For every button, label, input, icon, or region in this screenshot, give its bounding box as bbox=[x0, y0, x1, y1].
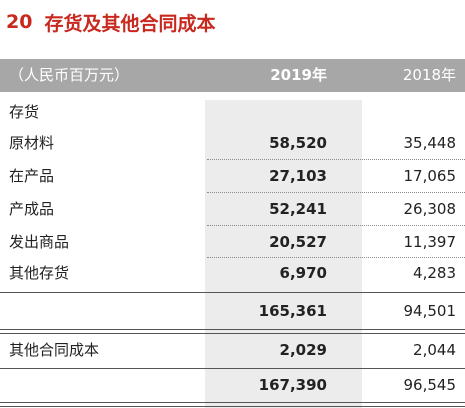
total-row: 167,390 96,545 bbox=[0, 370, 465, 400]
row-label: 发出商品 bbox=[9, 233, 70, 251]
value-2019: 20,527 bbox=[269, 233, 327, 251]
section-label-row: 存货 bbox=[0, 97, 465, 127]
table-row: 原材料 58,520 35,448 bbox=[0, 128, 465, 158]
table-row: 产成品 52,241 26,308 bbox=[0, 194, 465, 224]
row-divider bbox=[207, 159, 465, 160]
total-rule bbox=[0, 368, 465, 369]
unit-label: （人民币百万元） bbox=[9, 66, 130, 84]
value-2019: 6,970 bbox=[279, 264, 327, 282]
row-divider bbox=[207, 192, 465, 193]
subtotal-rule bbox=[0, 292, 465, 293]
header-2018: 2018年 bbox=[402, 66, 456, 84]
table-row: 在产品 27,103 17,065 bbox=[0, 161, 465, 191]
value-2019: 2,029 bbox=[279, 341, 327, 359]
table-header: （人民币百万元） 2019年 2018年 bbox=[0, 59, 465, 92]
other-contract-cost-row: 其他合同成本 2,029 2,044 bbox=[0, 335, 465, 365]
section-label: 存货 bbox=[9, 103, 40, 121]
bottom-double-rule bbox=[0, 402, 465, 407]
table-row: 其他存货 6,970 4,283 bbox=[0, 258, 465, 288]
value-2019: 52,241 bbox=[269, 200, 327, 218]
table-row: 发出商品 20,527 11,397 bbox=[0, 227, 465, 257]
section-number: 20 bbox=[6, 11, 33, 33]
subtotal-2019: 165,361 bbox=[258, 302, 327, 320]
value-2018: 11,397 bbox=[403, 233, 457, 251]
row-label: 其他合同成本 bbox=[9, 341, 100, 359]
total-2018: 96,545 bbox=[403, 376, 457, 394]
row-label: 其他存货 bbox=[9, 264, 70, 282]
row-label: 在产品 bbox=[9, 167, 55, 185]
page-title: 20 存货及其他合同成本 bbox=[6, 6, 215, 38]
row-divider bbox=[207, 225, 465, 226]
column-2019-highlight bbox=[205, 100, 362, 408]
section-title: 存货及其他合同成本 bbox=[44, 12, 216, 35]
row-label: 原材料 bbox=[9, 134, 55, 152]
row-divider bbox=[207, 257, 465, 258]
double-rule bbox=[0, 329, 465, 334]
value-2018: 17,065 bbox=[403, 167, 457, 185]
value-2018: 26,308 bbox=[403, 200, 457, 218]
value-2018: 2,044 bbox=[413, 341, 456, 359]
value-2019: 58,520 bbox=[269, 134, 327, 152]
value-2018: 4,283 bbox=[413, 264, 456, 282]
subtotal-row: 165,361 94,501 bbox=[0, 296, 465, 326]
header-2019: 2019年 bbox=[270, 66, 327, 84]
subtotal-2018: 94,501 bbox=[403, 302, 457, 320]
row-label: 产成品 bbox=[9, 200, 55, 218]
total-2019: 167,390 bbox=[258, 376, 327, 394]
value-2019: 27,103 bbox=[269, 167, 327, 185]
value-2018: 35,448 bbox=[403, 134, 457, 152]
